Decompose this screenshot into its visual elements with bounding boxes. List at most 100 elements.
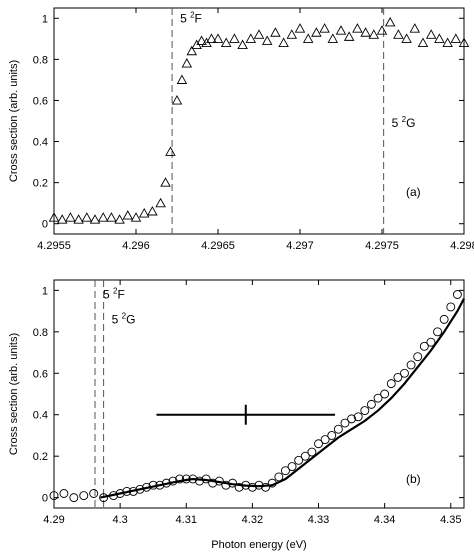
x-tick-label: 4.2965	[201, 240, 235, 252]
y-axis-label-b: Cross section (arb. units)	[8, 333, 20, 455]
data-point-circle	[247, 482, 257, 492]
data-point-circle	[433, 327, 442, 337]
x-tick-label: 4.29	[43, 514, 64, 526]
x-tick-label: 4.32	[242, 514, 263, 526]
data-point-triangle	[181, 58, 193, 68]
data-point-triangle	[278, 37, 289, 47]
data-point-triangle	[212, 33, 224, 43]
data-point-triangle	[147, 205, 158, 216]
x-tick-label: 4.2955	[37, 240, 71, 252]
data-point-triangle	[335, 25, 347, 35]
y-tick-label: 0.6	[33, 368, 48, 380]
data-point-triangle	[360, 27, 371, 37]
y-tick-label: 1	[42, 285, 48, 297]
data-point-triangle	[186, 45, 198, 56]
data-point-circle	[413, 352, 423, 362]
data-point-circle	[400, 368, 409, 378]
panel-label-a: (a)	[406, 185, 421, 199]
plot-frame-a	[53, 7, 465, 235]
y-ticks-a: 0 0.2 0.4 0.6 0.8 1	[33, 13, 464, 231]
data-point-circle	[281, 466, 290, 476]
data-point-triangle	[237, 39, 248, 50]
threshold-label: 5 2F	[180, 10, 202, 25]
threshold-sup: 2	[190, 10, 195, 19]
data-point-circle	[393, 372, 403, 382]
data-point-circle	[347, 414, 357, 424]
data-point-triangle	[270, 27, 281, 37]
data-point-triangle	[294, 23, 306, 33]
data-point-triangle	[450, 33, 462, 43]
x-axis-label-b: Photon energy (eV)	[211, 539, 306, 551]
plot-frame-b	[53, 279, 465, 509]
data-point-triangle	[302, 33, 314, 43]
data-point-triangle	[81, 212, 93, 222]
fit-curve-b	[100, 298, 465, 499]
data-point-triangle	[176, 74, 188, 84]
x-tick-label: 4.297	[286, 240, 314, 252]
data-point-circle	[340, 418, 350, 428]
data-point-circle	[69, 493, 79, 503]
data-point-circle	[353, 412, 363, 422]
threshold-label: 5 2F	[103, 287, 125, 302]
data-points-a	[48, 16, 470, 224]
y-tick-label: 0.2	[33, 178, 48, 190]
threshold-label: 5 2G	[392, 115, 416, 130]
x-tick-label: 4.35	[440, 514, 461, 526]
data-point-triangle	[261, 35, 273, 45]
y-axis-label-a: Cross section (arb. units)	[8, 60, 20, 182]
data-point-circle	[360, 406, 370, 416]
x-ticks-b: 4.29 4.3 4.31 4.32 4.33 4.34 4.35	[43, 280, 461, 526]
data-point-triangle	[65, 212, 76, 222]
x-tick-label: 4.298	[450, 240, 474, 252]
data-point-triangle	[401, 33, 412, 43]
data-point-triangle	[160, 177, 171, 187]
data-point-circle	[386, 379, 396, 389]
panel-b: Cross section (arb. units) Photon energy…	[8, 279, 465, 551]
data-point-circle	[366, 399, 376, 409]
data-point-circle	[287, 462, 297, 471]
data-point-circle	[327, 431, 337, 440]
x-tick-label: 4.296	[122, 240, 150, 252]
data-point-triangle	[155, 197, 166, 208]
data-point-circle	[320, 435, 330, 445]
y-tick-label: 1	[42, 13, 48, 25]
y-tick-label: 0.8	[33, 327, 48, 339]
panel-a: Cross section (arb. units) 0 0.2 0.4 0.6 0.8…	[8, 7, 474, 252]
x-tick-label: 4.31	[176, 514, 197, 526]
data-point-triangle	[319, 23, 330, 33]
data-point-triangle	[434, 33, 445, 43]
data-point-circle	[59, 489, 69, 498]
data-point-triangle	[196, 35, 207, 45]
data-point-circle	[89, 489, 99, 498]
resolution-bar-b	[156, 404, 336, 425]
data-point-circle	[300, 451, 310, 461]
data-point-triangle	[56, 214, 68, 224]
threshold-lines-a: 5 2F5 2G	[171, 8, 416, 234]
data-point-triangle	[376, 25, 388, 35]
data-point-triangle	[220, 37, 232, 47]
data-point-circle	[294, 455, 304, 465]
threshold-sup: 2	[113, 287, 118, 296]
data-point-triangle	[165, 146, 176, 156]
data-point-circle	[373, 393, 383, 403]
data-point-circle	[406, 360, 416, 370]
y-tick-label: 0	[42, 219, 48, 231]
data-point-triangle	[89, 214, 101, 224]
data-point-circle	[175, 474, 185, 484]
data-point-triangle	[417, 37, 429, 47]
data-point-triangle	[138, 208, 150, 218]
data-point-circle	[446, 302, 456, 312]
data-point-circle	[99, 493, 109, 503]
threshold-sup: 2	[402, 115, 407, 124]
x-tick-label: 4.34	[374, 514, 395, 526]
threshold-level: 5	[180, 11, 190, 25]
data-point-triangle	[384, 16, 396, 27]
y-tick-label: 0.4	[33, 137, 48, 149]
data-point-triangle	[368, 29, 380, 39]
y-ticks-b: 0 0.2 0.4 0.6 0.8 1	[33, 285, 464, 505]
threshold-term: G	[406, 116, 415, 130]
threshold-label: 5 2G	[112, 312, 136, 327]
data-point-triangle	[393, 29, 404, 39]
data-point-circle	[221, 480, 231, 490]
data-point-triangle	[48, 212, 60, 222]
